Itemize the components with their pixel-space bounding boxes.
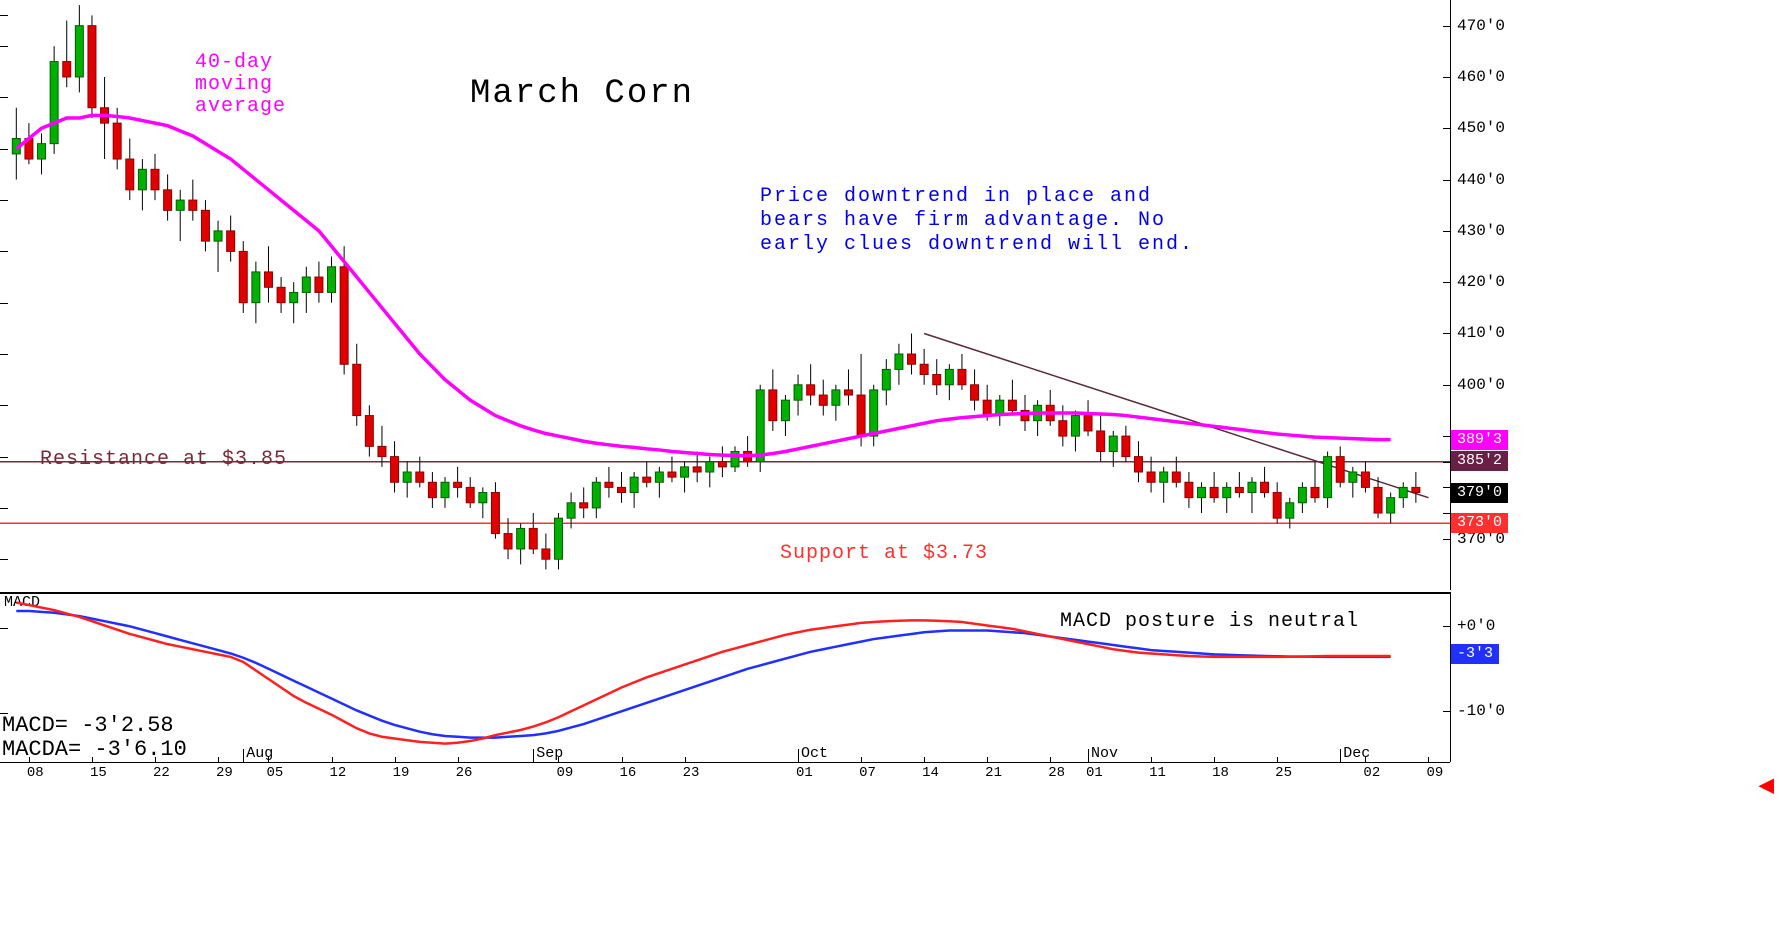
x-tick-label: 09: [556, 765, 573, 781]
x-tick-label: 21: [985, 765, 1002, 781]
x-tick-label: 09: [1426, 765, 1443, 781]
y-tick-label: 470'0: [1457, 17, 1505, 35]
y-axis-macd: +0'0 -10'0 -3'3: [1450, 592, 1571, 762]
arrow-right-icon[interactable]: ◀: [1758, 770, 1774, 801]
x-month-label: Oct: [801, 745, 828, 762]
y-tick-label: 440'0: [1457, 171, 1505, 189]
y-tick-label: 430'0: [1457, 222, 1505, 240]
x-tick-label: 12: [330, 765, 347, 781]
price-marker: 389'3: [1451, 430, 1508, 450]
x-tick-label: 08: [27, 765, 44, 781]
x-month-label: Aug: [246, 745, 273, 762]
y-tick-label: 410'0: [1457, 324, 1505, 342]
x-tick-label: 01: [796, 765, 813, 781]
x-axis: 08 15 22 29 05 12 19 26 09 16 23 01 07 14 21 28 01 11 18 25…: [0, 762, 1450, 803]
y-tick-label: 400'0: [1457, 376, 1505, 394]
x-tick-label: 07: [859, 765, 876, 781]
macd-tick-label: -10'0: [1457, 702, 1505, 720]
macd-readout: MACD= -3'2.58 MACDA= -3'6.10: [2, 714, 187, 762]
annotation-resistance: Resistance at $3.85: [40, 448, 287, 471]
chart-title: March Corn: [470, 75, 694, 113]
price-marker: 385'2: [1451, 451, 1508, 471]
macd-value: MACD= -3'2.58: [2, 714, 187, 738]
price-panel[interactable]: March Corn 40-daymovingaverage Price dow…: [0, 0, 1450, 590]
x-tick-label: 14: [922, 765, 939, 781]
x-tick-label: 18: [1212, 765, 1229, 781]
annotation-commentary: Price downtrend in place andbears have f…: [760, 185, 1194, 257]
price-marker: 373'0: [1451, 513, 1508, 533]
annotation-support: Support at $3.73: [780, 542, 988, 565]
x-month-label: Dec: [1343, 745, 1370, 762]
x-month-label: Sep: [536, 745, 563, 762]
annotation-macd-posture: MACD posture is neutral: [1060, 610, 1359, 633]
macd-marker: -3'3: [1451, 644, 1499, 664]
x-tick-label: 19: [393, 765, 410, 781]
x-tick-label: 22: [153, 765, 170, 781]
x-tick-label: 29: [216, 765, 233, 781]
y-tick-label: 420'0: [1457, 273, 1505, 291]
x-month-label: Nov: [1091, 745, 1118, 762]
macd-tick-label: +0'0: [1457, 617, 1495, 635]
x-tick-label: 01: [1086, 765, 1103, 781]
x-tick-label: 28: [1048, 765, 1065, 781]
chart-container: March Corn 40-daymovingaverage Price dow…: [0, 0, 1778, 927]
x-tick-label: 02: [1363, 765, 1380, 781]
y-tick-label: 450'0: [1457, 119, 1505, 137]
y-tick-label: 460'0: [1457, 68, 1505, 86]
price-marker: 379'0: [1451, 483, 1508, 503]
x-tick-label: 15: [90, 765, 107, 781]
x-tick-label: 11: [1149, 765, 1166, 781]
annotation-moving-average: 40-daymovingaverage: [195, 52, 286, 118]
y-axis-price: 470'0 460'0 450'0 440'0 430'0 420'0 410'0 400'0…: [1450, 0, 1571, 590]
x-tick-label: 25: [1275, 765, 1292, 781]
x-tick-label: 16: [620, 765, 637, 781]
x-tick-label: 26: [456, 765, 473, 781]
x-tick-label: 23: [683, 765, 700, 781]
x-tick-label: 05: [266, 765, 283, 781]
